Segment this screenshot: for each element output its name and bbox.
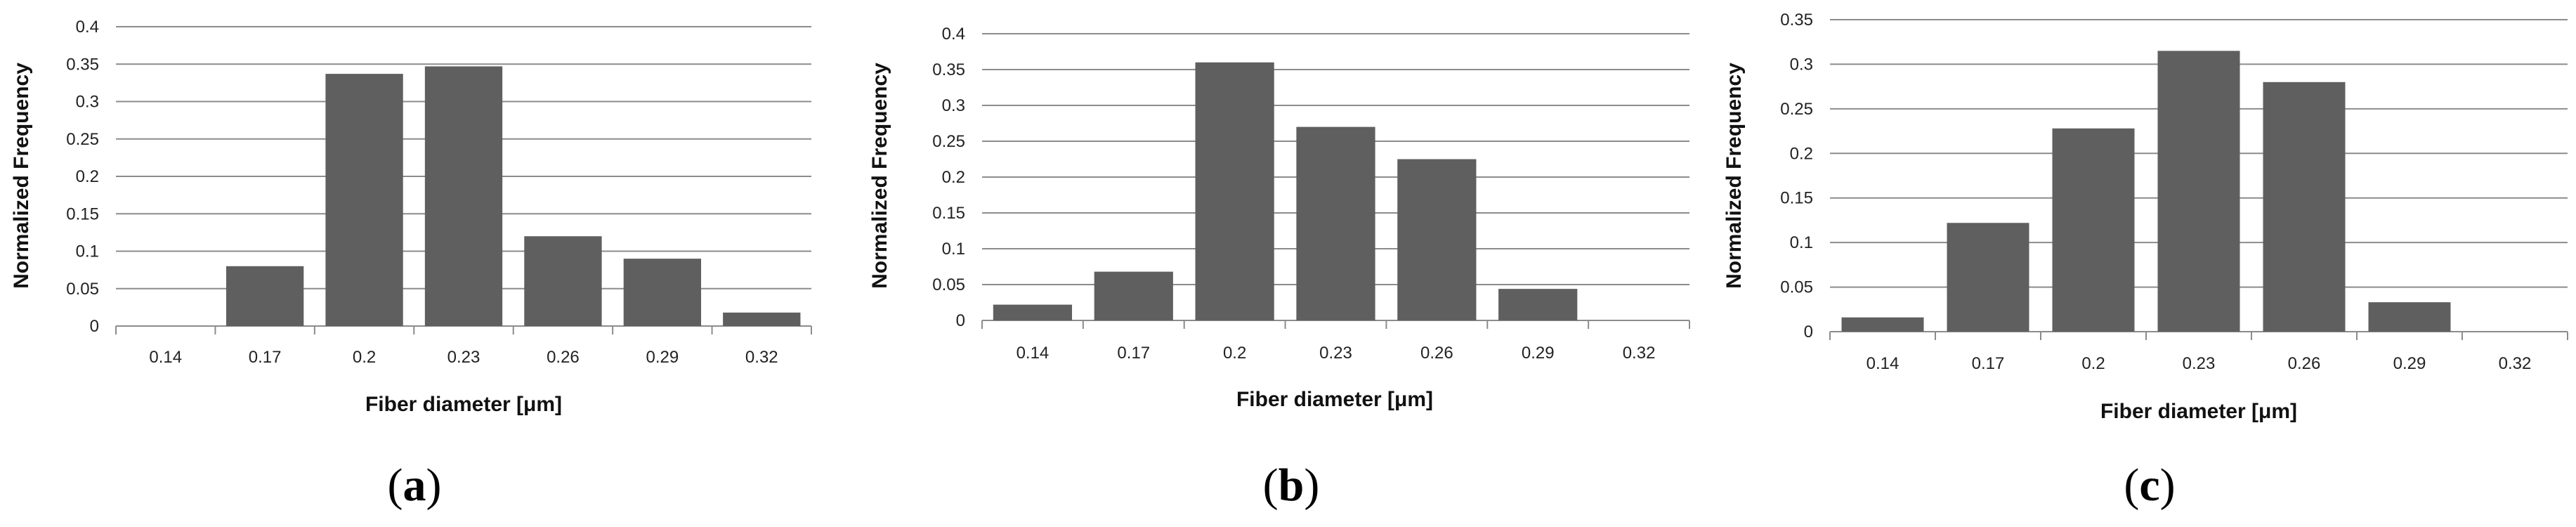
y-tick-label: 0.05 [66, 280, 99, 299]
x-tick-label: 0.32 [1623, 344, 1656, 363]
chart-panel-b: 0 0.05 0.1 0.15 0.2 0.25 0.3 0.35 0.4 0.14 0.17 0.2… [868, 25, 1690, 511]
bar [1296, 126, 1375, 320]
y-tick-label: 0 [1804, 323, 1813, 341]
bar [1397, 159, 1477, 320]
y-tick-label: 0.05 [1780, 278, 1813, 297]
y-tick-label: 0.15 [66, 204, 99, 223]
y-axis-label: Normalized Frequency [10, 63, 33, 289]
y-tick-label: 0.35 [1780, 11, 1813, 30]
bar [1498, 289, 1578, 320]
y-tick-label: 0.3 [1790, 55, 1813, 74]
y-tick-label: 0.2 [1790, 144, 1813, 163]
y-tick-label: 0.25 [1780, 100, 1813, 119]
bar [723, 312, 801, 326]
bar [993, 304, 1073, 320]
bar [2157, 51, 2240, 332]
panel-label: (a) [388, 460, 442, 511]
y-tick-label: 0.15 [1780, 189, 1813, 208]
x-tick-label: 0.23 [2183, 354, 2216, 373]
y-tick-label: 0.25 [932, 132, 965, 151]
x-tick-label: 0.14 [1866, 354, 1900, 373]
bar [2263, 82, 2346, 332]
x-tick-label: 0.2 [2081, 354, 2105, 373]
bar [1947, 223, 2029, 332]
bar [623, 259, 702, 326]
x-tick-label: 0.2 [1223, 344, 1246, 363]
y-tick-label: 0.3 [76, 93, 99, 112]
x-tick-label: 0.32 [745, 348, 778, 367]
y-tick-label: 0.35 [932, 60, 965, 79]
bar [2368, 302, 2451, 332]
y-tick-label: 0 [956, 311, 965, 330]
x-tick-label: 0.29 [2393, 354, 2426, 373]
y-tick-label: 0.05 [932, 275, 965, 294]
y-tick-label: 0.25 [66, 130, 99, 149]
bar [325, 74, 403, 326]
bar [225, 266, 304, 326]
y-tick-label: 0.2 [76, 167, 99, 186]
x-tick-label: 0.17 [1117, 344, 1150, 363]
y-tick-label: 0.1 [942, 240, 965, 259]
bar [524, 236, 602, 326]
panel-label: (c) [2124, 460, 2175, 511]
y-tick-label: 0.4 [942, 25, 965, 44]
y-axis-label: Normalized Frequency [868, 63, 891, 289]
x-tick-label: 0.23 [447, 348, 480, 367]
x-tick-label: 0.17 [249, 348, 282, 367]
y-tick-label: 0.35 [66, 55, 99, 74]
x-axis-label: Fiber diameter [μm] [365, 393, 562, 416]
x-tick-label: 0.23 [1319, 344, 1352, 363]
x-tick-label: 0.26 [547, 348, 580, 367]
bar [1195, 62, 1274, 321]
y-tick-label: 0.3 [942, 96, 965, 115]
chart-panel-a: 0 0.05 0.1 0.15 0.2 0.25 0.3 0.35 0.4 0.14 0.17 0.2… [10, 18, 812, 511]
x-tick-label: 0.14 [1016, 344, 1050, 363]
x-tick-label: 0.32 [2499, 354, 2532, 373]
y-axis-label: Normalized Frequency [1722, 63, 1746, 289]
chart-panel-c: 0 0.05 0.1 0.15 0.2 0.25 0.3 0.35 0.14 0.17 0.2 0.2… [1722, 11, 2568, 511]
y-tick-label: 0.4 [76, 18, 99, 37]
bar [1094, 271, 1173, 320]
x-tick-label: 0.29 [646, 348, 679, 367]
x-axis-label: Fiber diameter [μm] [1236, 388, 1433, 411]
x-tick-label: 0.26 [2288, 354, 2321, 373]
bar [424, 66, 503, 326]
y-tick-label: 0.2 [942, 168, 965, 187]
y-tick-label: 0 [90, 317, 99, 336]
bar [2052, 128, 2135, 332]
panel-label: (b) [1263, 460, 1320, 511]
x-tick-label: 0.2 [353, 348, 376, 367]
x-tick-label: 0.29 [1522, 344, 1555, 363]
x-tick-label: 0.26 [1420, 344, 1453, 363]
x-axis-label: Fiber diameter [μm] [2100, 400, 2297, 423]
bar [1841, 317, 1924, 332]
x-tick-label: 0.17 [1972, 354, 2005, 373]
y-tick-label: 0.1 [76, 242, 99, 261]
y-tick-label: 0.1 [1790, 233, 1813, 252]
x-tick-label: 0.14 [149, 348, 182, 367]
y-tick-label: 0.15 [932, 204, 965, 223]
